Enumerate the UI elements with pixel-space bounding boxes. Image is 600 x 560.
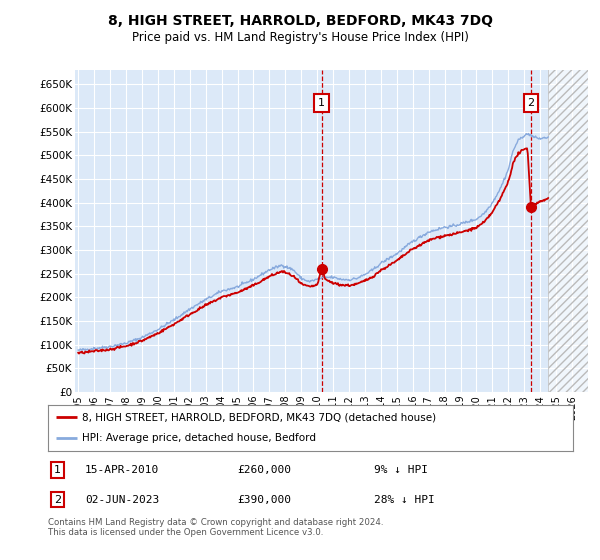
Text: 15-APR-2010: 15-APR-2010 [85, 465, 159, 475]
Text: HPI: Average price, detached house, Bedford: HPI: Average price, detached house, Bedf… [82, 433, 316, 444]
Text: 1: 1 [318, 98, 325, 108]
Text: 1: 1 [54, 465, 61, 475]
Text: Contains HM Land Registry data © Crown copyright and database right 2024.
This d: Contains HM Land Registry data © Crown c… [48, 518, 383, 538]
Text: 02-JUN-2023: 02-JUN-2023 [85, 494, 159, 505]
Text: 8, HIGH STREET, HARROLD, BEDFORD, MK43 7DQ (detached house): 8, HIGH STREET, HARROLD, BEDFORD, MK43 7… [82, 412, 436, 422]
Text: 8, HIGH STREET, HARROLD, BEDFORD, MK43 7DQ: 8, HIGH STREET, HARROLD, BEDFORD, MK43 7… [107, 14, 493, 28]
Text: 9% ↓ HPI: 9% ↓ HPI [373, 465, 427, 475]
Text: £260,000: £260,000 [237, 465, 291, 475]
Text: 28% ↓ HPI: 28% ↓ HPI [373, 494, 434, 505]
Text: 2: 2 [527, 98, 535, 108]
Text: £390,000: £390,000 [237, 494, 291, 505]
Text: 2: 2 [54, 494, 61, 505]
Text: Price paid vs. HM Land Registry's House Price Index (HPI): Price paid vs. HM Land Registry's House … [131, 31, 469, 44]
